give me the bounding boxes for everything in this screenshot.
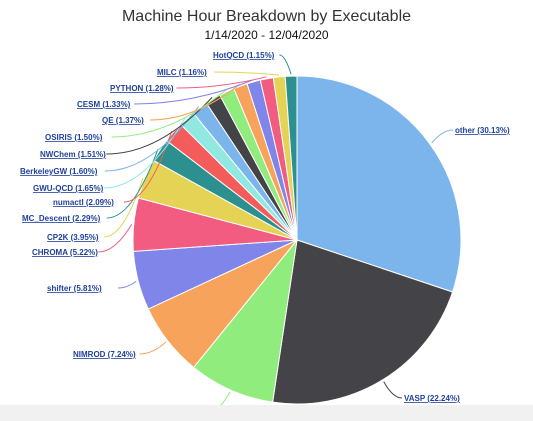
slice-label[interactable]: HotQCD (1.15%)	[213, 51, 275, 60]
slice-label[interactable]: NIMROD (7.24%)	[73, 350, 136, 359]
slice-label[interactable]: BerkeleyGW (1.60%)	[20, 167, 98, 176]
slice-label[interactable]: QE (1.37%)	[102, 116, 144, 125]
slice-connector	[149, 83, 241, 121]
pie-slice[interactable]	[272, 239, 454, 405]
slice-label[interactable]: MC_Descent (2.29%)	[22, 214, 101, 223]
slice-label[interactable]: CESM (1.33%)	[77, 100, 131, 109]
slice-connector	[104, 177, 144, 238]
slice-connector	[383, 381, 403, 399]
slice-connector	[214, 71, 280, 76]
pie-slice[interactable]	[192, 238, 298, 403]
slice-label[interactable]: VASP (22.24%)	[404, 394, 460, 403]
connectors-layer	[98, 54, 454, 410]
slice-label[interactable]: OSIRIS (1.50%)	[45, 133, 103, 142]
slice-connector	[139, 341, 167, 355]
pie-slice[interactable]	[284, 75, 298, 241]
slice-connector	[117, 280, 137, 289]
slice-connector	[111, 89, 227, 138]
chart-title: Machine Hour Breakdown by Executable	[121, 8, 412, 25]
slice-label[interactable]: CHROMA (5.22%)	[32, 248, 98, 257]
slice-connector	[98, 224, 133, 253]
slice-connector	[176, 76, 267, 89]
slice-connector	[123, 130, 173, 203]
slice-label[interactable]: numactl (2.09%)	[53, 198, 114, 207]
chart-subtitle: 1/14/2020 - 12/04/2020	[204, 28, 329, 42]
slice-connector	[134, 79, 254, 105]
bottom-band	[0, 405, 533, 421]
slice-connector	[431, 129, 454, 144]
slice-connector	[103, 116, 186, 189]
slice-label[interactable]: GWU-QCD (1.65%)	[33, 184, 104, 193]
pie-slice[interactable]	[296, 75, 462, 293]
slice-label[interactable]: shifter (5.81%)	[47, 284, 102, 293]
slice-label[interactable]: CP2K (3.95%)	[47, 233, 99, 242]
slice-label[interactable]: PYTHON (1.28%)	[110, 84, 174, 93]
slice-label[interactable]: MILC (1.16%)	[157, 68, 207, 77]
slice-connector	[279, 54, 292, 75]
slice-label[interactable]: other (30.13%)	[455, 126, 510, 135]
slice-label[interactable]: NWChem (1.51%)	[40, 150, 106, 159]
